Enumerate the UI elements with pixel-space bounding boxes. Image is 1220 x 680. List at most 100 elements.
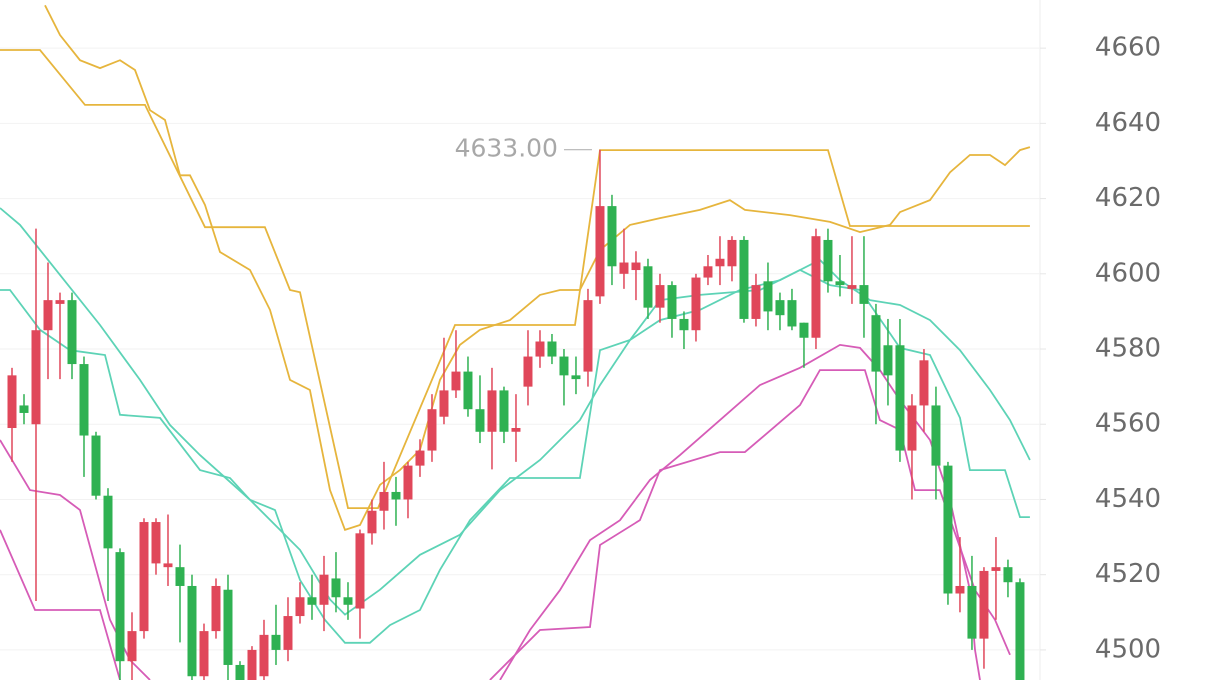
candle-body (955, 585, 965, 594)
candle-body (523, 356, 533, 387)
candle-body (79, 364, 89, 436)
candle-body (607, 206, 617, 267)
candle-body (67, 300, 77, 365)
candle-body (139, 522, 149, 632)
candle-body (451, 371, 461, 391)
candle-body (127, 631, 137, 662)
candle-body (247, 649, 257, 680)
candle-body (307, 597, 317, 605)
candle-body (679, 318, 689, 331)
candle-body (823, 239, 833, 282)
candle-body (559, 356, 569, 376)
candle-body (367, 510, 377, 534)
candle-body (475, 409, 485, 432)
candle-body (727, 239, 737, 267)
candle-body (703, 266, 713, 278)
indicator-line (0, 207, 1031, 616)
candle-body (463, 371, 473, 410)
candle-body (871, 315, 881, 372)
candle-body (91, 435, 101, 496)
candle-body (151, 522, 161, 564)
y-tick-label: 4600 (1095, 258, 1161, 288)
candle-body (343, 597, 353, 605)
candle-body (775, 300, 785, 316)
candle-body (439, 390, 449, 417)
candle-body (199, 631, 209, 677)
y-tick-label: 4640 (1095, 108, 1161, 138)
candle-body (631, 262, 641, 271)
candle-body (427, 409, 437, 451)
candle-body (991, 567, 1001, 571)
annotation: 4633.00 (455, 134, 592, 163)
candle-body (1003, 567, 1013, 583)
y-tick-label: 4560 (1095, 409, 1161, 439)
candle-body (667, 285, 677, 319)
candle-body (103, 495, 113, 549)
candle-body (547, 341, 557, 357)
indicator-line (0, 49, 1030, 509)
candle-body (175, 567, 185, 586)
indicator-line (44, 4, 1031, 532)
candle-body (259, 634, 269, 677)
candle-body (619, 262, 629, 274)
candle-body (19, 405, 29, 413)
candle-body (7, 375, 17, 429)
candle-body (583, 300, 593, 372)
candle-body (943, 465, 953, 594)
candle-body (847, 285, 857, 289)
candle-body (391, 491, 401, 500)
candle-body (739, 239, 749, 319)
candle-body (31, 330, 41, 425)
candle-body (919, 360, 929, 406)
candle-body (271, 634, 281, 650)
indicator-line (0, 268, 1030, 644)
candle-body (115, 552, 125, 662)
candle-body (163, 563, 173, 568)
candle-body (43, 300, 53, 331)
candle-body (379, 491, 389, 511)
candle-body (907, 405, 917, 451)
candle-body (331, 578, 341, 598)
candle-body (223, 589, 233, 665)
candles (7, 149, 1025, 680)
candle-body (811, 236, 821, 338)
y-tick-label: 4620 (1095, 183, 1161, 213)
candle-body (319, 574, 329, 605)
candle-body (979, 570, 989, 639)
candle-body (187, 585, 197, 677)
y-axis: 4500 4520 4540 4560 4580 4600 4620 4640 4660 (1095, 33, 1161, 665)
candle-body (691, 277, 701, 331)
candle-body (571, 375, 581, 380)
candle-body (835, 281, 845, 286)
candle-body (895, 345, 905, 451)
candle-body (535, 341, 545, 357)
candle-body (235, 664, 245, 680)
candle-body (295, 597, 305, 617)
y-tick-label: 4500 (1095, 634, 1161, 664)
candle-body (715, 258, 725, 267)
candle-body (751, 285, 761, 319)
y-tick-label: 4660 (1095, 33, 1161, 63)
candle-body (595, 206, 605, 297)
candle-body (487, 390, 497, 432)
candle-body (355, 533, 365, 609)
annotation-label: 4633.00 (455, 134, 558, 163)
candle-body (859, 285, 869, 304)
candle-body (655, 285, 665, 308)
candle-body (403, 465, 413, 500)
candle-body (415, 450, 425, 466)
candle-body (511, 428, 521, 432)
candle-body (283, 616, 293, 650)
candle-body (55, 300, 65, 304)
candle-body (931, 405, 941, 466)
candle-body (883, 345, 893, 376)
y-tick-label: 4540 (1095, 484, 1161, 514)
y-tick-label: 4580 (1095, 334, 1161, 364)
y-tick-label: 4520 (1095, 559, 1161, 589)
indicator-line (0, 529, 121, 680)
candle-body (967, 585, 977, 639)
candle-body (763, 281, 773, 312)
candle-body (499, 390, 509, 432)
candle-body (1015, 582, 1025, 680)
